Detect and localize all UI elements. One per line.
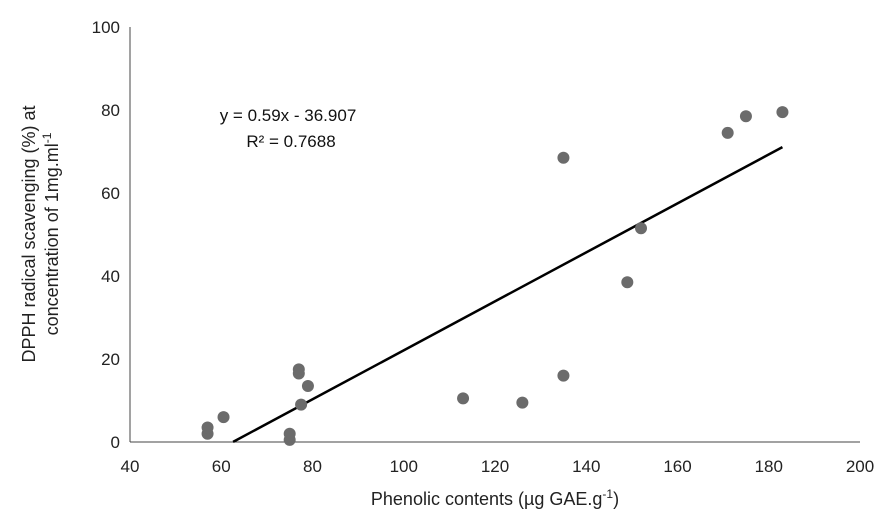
data-point [776, 106, 789, 119]
x-tick-label: 80 [303, 457, 322, 476]
data-point [283, 427, 296, 440]
r-squared-label: R² = 0.7688 [246, 132, 335, 151]
data-point [292, 363, 305, 376]
x-tick-label: 140 [572, 457, 600, 476]
y-axis-title-sup: -1 [40, 132, 54, 143]
data-point [557, 369, 570, 382]
x-axis-title-sup: -1 [602, 487, 613, 501]
axes [129, 27, 860, 443]
x-tick-label: 180 [755, 457, 783, 476]
equation-label: y = 0.59x - 36.907 [220, 106, 357, 125]
x-tick-label: 120 [481, 457, 509, 476]
y-tick-label: 40 [101, 267, 120, 286]
y-tick-labels: 0 20 40 60 80 100 [92, 18, 120, 452]
x-tick-label: 60 [212, 457, 231, 476]
data-point [457, 392, 470, 405]
y-tick-label: 0 [111, 433, 120, 452]
y-tick-label: 80 [101, 101, 120, 120]
data-point [721, 126, 734, 139]
data-point [217, 411, 230, 424]
trendline-group [232, 145, 784, 443]
x-tick-label: 160 [663, 457, 691, 476]
data-point [516, 396, 529, 409]
data-points [201, 106, 789, 446]
data-point [295, 398, 308, 411]
data-point [557, 151, 570, 164]
x-axis-title-main: Phenolic contents (µg GAE.g [371, 489, 603, 509]
data-point [621, 276, 634, 289]
y-tick-label: 100 [92, 18, 120, 37]
data-point [739, 110, 752, 123]
x-axis-title-end: ) [613, 489, 619, 509]
y-tick-label: 60 [101, 184, 120, 203]
x-tick-labels: 40 60 80 100 120 140 160 180 200 [121, 457, 875, 476]
y-axis-title-line1: DPPH radical scavenging (%) at [19, 105, 39, 362]
y-axis-title-line2-main: concentration of 1mg.ml [42, 143, 62, 335]
data-point [301, 379, 314, 392]
trendline [232, 145, 784, 443]
x-tick-label: 200 [846, 457, 874, 476]
x-axis-title: Phenolic contents (µg GAE.g-1) [371, 487, 619, 509]
y-axis-title: DPPH radical scavenging (%) at concentra… [19, 105, 62, 362]
x-tick-label: 100 [390, 457, 418, 476]
x-tick-label: 40 [121, 457, 140, 476]
y-axis-title-line2: concentration of 1mg.ml-1 [40, 132, 62, 335]
y-tick-label: 20 [101, 350, 120, 369]
data-point [635, 222, 647, 235]
data-point [201, 421, 214, 434]
